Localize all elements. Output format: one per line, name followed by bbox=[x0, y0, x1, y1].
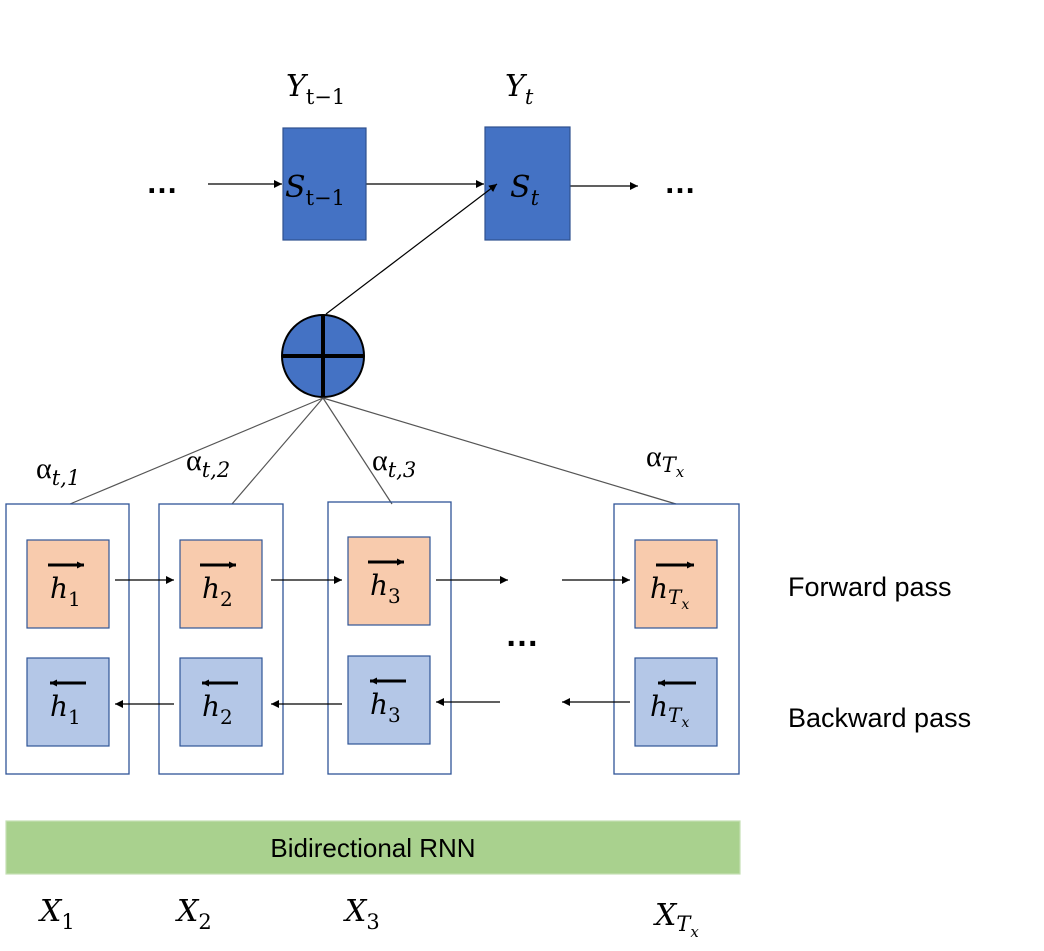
forward-states: h1 h2 h3 hTx bbox=[26, 536, 718, 629]
encoder-ellipsis: … bbox=[505, 616, 539, 654]
bidirectional-rnn-band bbox=[5, 820, 741, 875]
forward-state-3 bbox=[347, 536, 431, 626]
encoder-step-1 bbox=[5, 503, 130, 775]
decoder-state-s-t-minus-1 bbox=[282, 127, 367, 241]
forward-state-tx bbox=[634, 539, 718, 629]
forward-state-label-tx: hTx bbox=[650, 572, 689, 613]
encoder-step-3 bbox=[327, 501, 452, 775]
attention-line-tx bbox=[322, 397, 677, 505]
decoder-ellipsis-left: … bbox=[146, 164, 178, 200]
bidirectional-rnn-label: Bidirectional RNN bbox=[270, 833, 475, 863]
forward-state-label-2: h2 bbox=[202, 572, 233, 611]
forward-state-label-3: h3 bbox=[370, 569, 401, 608]
attention-weight-3: αt,3 bbox=[372, 444, 416, 482]
backward-states: h1 h2 h3 hTx bbox=[26, 655, 718, 747]
decoder-state-label-s-t: St bbox=[510, 170, 540, 210]
decoder-state-label-s-t-minus-1: St−1 bbox=[285, 170, 345, 210]
attention-line-1 bbox=[69, 397, 324, 505]
backward-state-3 bbox=[347, 655, 431, 745]
input-label-x1: X1 bbox=[38, 894, 75, 934]
forward-state-2 bbox=[179, 539, 263, 629]
context-sum-node bbox=[281, 183, 498, 398]
attention-line-2 bbox=[231, 397, 324, 505]
decoder: Yt−1 Yt … … St−1 St bbox=[146, 69, 696, 241]
output-label-y-t: Yt bbox=[505, 69, 534, 109]
input-label-x3: X3 bbox=[343, 894, 380, 934]
output-label-y-t-minus-1: Yt−1 bbox=[286, 69, 345, 109]
encoder-step-tx bbox=[613, 503, 740, 775]
backward-pass-arrows bbox=[115, 698, 630, 708]
decoder-ellipsis-right: … bbox=[664, 164, 696, 200]
backward-state-2 bbox=[179, 657, 263, 747]
attention-weight-tx: αTx bbox=[646, 440, 685, 481]
backward-state-tx bbox=[634, 657, 718, 747]
forward-state-label-1: h1 bbox=[50, 572, 81, 611]
backward-state-label-tx: hTx bbox=[650, 690, 689, 731]
backward-state-label-1: h1 bbox=[50, 690, 81, 729]
backward-pass-label: Backward pass bbox=[788, 703, 971, 733]
attention-weight-1: αt,1 bbox=[36, 452, 80, 490]
encoder-step-2 bbox=[158, 503, 284, 775]
backward-state-1 bbox=[26, 657, 110, 747]
backward-state-label-3: h3 bbox=[370, 688, 401, 727]
input-label-x2: X2 bbox=[175, 894, 212, 934]
decoder-state-s-t bbox=[484, 126, 571, 241]
arrow-context-to-s-t bbox=[325, 183, 498, 315]
forward-state-1 bbox=[26, 539, 110, 629]
input-labels: X1 X2 X3 XTx bbox=[38, 894, 699, 941]
encoder-containers bbox=[5, 501, 740, 775]
attention-lines bbox=[69, 397, 677, 505]
attention-line-3 bbox=[322, 397, 393, 505]
attention-weight-labels: αt,1 αt,2 αt,3 αTx bbox=[36, 440, 685, 490]
attention-weight-2: αt,2 bbox=[186, 444, 230, 482]
backward-state-label-2: h2 bbox=[202, 690, 233, 729]
input-label-xtx: XTx bbox=[653, 898, 699, 941]
forward-pass-label: Forward pass bbox=[788, 572, 952, 602]
